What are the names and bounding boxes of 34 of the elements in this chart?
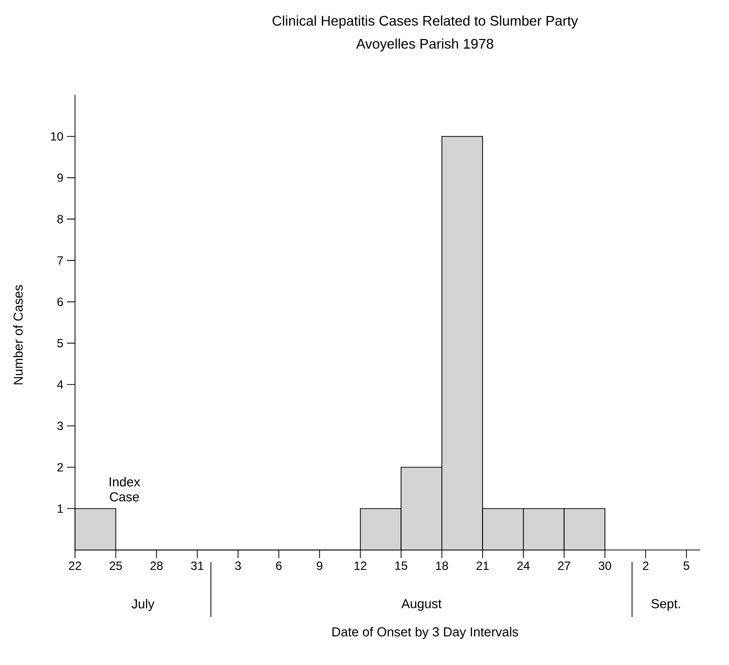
text: August — [401, 599, 442, 611]
y-tick-label: 10 — [51, 132, 64, 141]
y-tick-label: 5 — [57, 339, 63, 348]
y-tick-label: 8 — [57, 214, 63, 224]
x-tick-label: 25 — [110, 562, 122, 570]
x-tick-label: 22 — [68, 562, 82, 570]
x-tick-label: 6 — [276, 562, 282, 570]
x-tick-label: 24 — [517, 562, 530, 570]
x-tick-label: 12 — [354, 562, 366, 570]
x-tick-label: 3 — [235, 562, 241, 570]
x-tick-label: 2 — [642, 562, 648, 570]
y-tick-label: 7 — [57, 256, 63, 265]
chart-subtitle: Avoyelles Parish 1978 — [356, 38, 494, 52]
x-tick-label: 18 — [436, 562, 448, 570]
annotation: Index Case — [110, 476, 140, 502]
y-tick-label: 4 — [57, 380, 64, 389]
x-tick-label: 28 — [150, 562, 163, 570]
x-tick-label: 9 — [316, 562, 322, 570]
x-tick-label: 27 — [558, 562, 570, 570]
y-tick-label: 9 — [57, 173, 63, 182]
text: Sept. — [652, 599, 680, 611]
y-tick-label: 2 — [57, 463, 63, 472]
chart-title: Clinical Hepatitis Cases Related to Slumber Party — [272, 15, 578, 28]
x-tick-label: 21 — [476, 562, 489, 570]
x-axis-title: Date of Onset by 3 Day Intervals — [332, 626, 518, 640]
x-tick-label: 5 — [684, 562, 690, 570]
x-tick-label: 30 — [598, 562, 612, 570]
x-tick-label: 31 — [191, 562, 204, 570]
y-axis-title: Number of Cases — [13, 285, 23, 384]
x-tick-label: 15 — [395, 562, 408, 570]
y-tick-label: 6 — [57, 298, 63, 306]
y-tick-label: 3 — [57, 422, 63, 430]
y-tick-label: 1 — [58, 504, 63, 513]
text: July — [132, 598, 154, 612]
